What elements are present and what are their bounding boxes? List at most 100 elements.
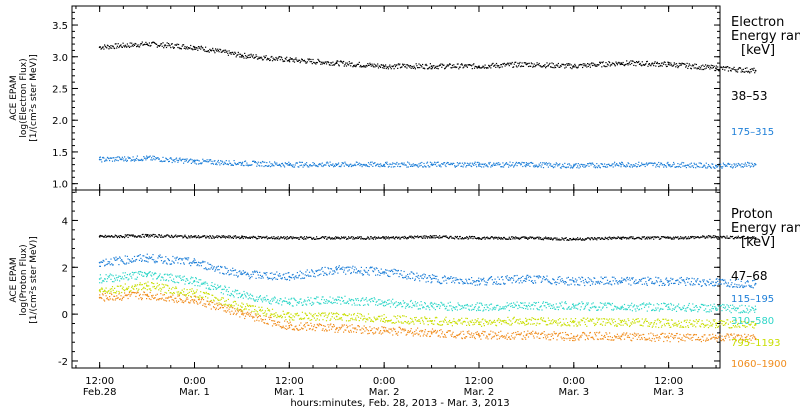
proton-sample-dot xyxy=(432,235,434,237)
electron-sample-dot xyxy=(251,55,253,57)
proton-sample-dot xyxy=(578,238,580,240)
proton-sample-dot xyxy=(232,290,234,292)
proton-sample-dot xyxy=(470,305,472,307)
electron-sample-dot xyxy=(289,57,291,59)
electron-sample-dot xyxy=(483,67,485,69)
proton-sample-dot xyxy=(208,293,210,295)
electron-sample-dot xyxy=(370,164,372,166)
proton-sample-dot xyxy=(229,305,232,307)
proton-sample-dot xyxy=(340,236,343,238)
proton-sample-dot xyxy=(673,308,675,311)
electron-sample-dot xyxy=(661,65,663,67)
electron-sample-dot xyxy=(125,45,127,47)
proton-sample-dot xyxy=(288,237,290,239)
proton-sample-dot xyxy=(372,300,375,302)
proton-sample-dot xyxy=(720,279,722,281)
proton-sample-dot xyxy=(725,309,727,311)
electron-sample-dot xyxy=(364,65,366,67)
proton-sample-dot xyxy=(358,304,360,306)
proton-sample-dot xyxy=(223,303,225,306)
proton-sample-dot xyxy=(595,238,597,240)
electron-sample-dot xyxy=(565,66,567,68)
electron-sample-dot xyxy=(332,61,334,63)
proton-sample-dot xyxy=(478,302,480,304)
electron-sample-dot xyxy=(231,51,233,54)
proton-sample-dot xyxy=(702,281,705,283)
proton-sample-dot xyxy=(559,303,562,305)
electron-sample-dot xyxy=(185,47,187,49)
proton-sample-dot xyxy=(596,239,598,241)
proton-sample-dot xyxy=(687,306,689,308)
electron-sample-dot xyxy=(258,56,260,58)
proton-sample-dot xyxy=(345,302,347,304)
proton-sample-dot xyxy=(215,236,217,238)
electron-sample-dot xyxy=(328,62,330,64)
proton-sample-dot xyxy=(623,308,625,311)
proton-sample-dot xyxy=(367,269,370,272)
electron-sample-dot xyxy=(123,45,125,47)
proton-sample-dot xyxy=(138,259,141,261)
proton-sample-dot xyxy=(729,286,731,288)
proton-sample-dot xyxy=(641,236,643,238)
electron-sample-dot xyxy=(651,162,653,164)
proton-sample-dot xyxy=(560,239,562,241)
proton-sample-dot xyxy=(718,278,720,281)
proton-sample-dot xyxy=(129,235,131,237)
proton-sample-dot xyxy=(524,237,526,239)
electron-sample-dot xyxy=(538,62,540,65)
proton-sample-dot xyxy=(698,283,700,286)
electron-sample-dot xyxy=(164,44,166,46)
electron-sample-dot xyxy=(195,47,197,49)
electron-sample-dot xyxy=(205,46,207,48)
electron-sample-dot xyxy=(687,164,690,166)
proton-sample-dot xyxy=(422,235,424,237)
proton-sample-dot xyxy=(185,295,187,297)
electron-sample-dot xyxy=(552,66,554,69)
proton-sample-dot xyxy=(734,283,736,285)
electron-sample-dot xyxy=(382,67,384,69)
electron-sample-dot xyxy=(564,67,566,69)
electron-sample-dot xyxy=(735,71,737,73)
proton-sample-dot xyxy=(111,236,114,238)
electron-sample-dot xyxy=(522,165,524,168)
proton-sample-dot xyxy=(668,284,670,286)
proton-sample-dot xyxy=(112,275,114,277)
proton-sample-dot xyxy=(190,235,192,237)
electron-sample-dot xyxy=(734,164,736,166)
electron-sample-dot xyxy=(558,164,560,166)
electron-sample-dot xyxy=(670,166,672,168)
electron-sample-dot xyxy=(611,64,613,66)
electron-sample-dot xyxy=(196,159,198,161)
proton-sample-dot xyxy=(728,237,730,239)
proton-sample-dot xyxy=(349,237,351,239)
proton-sample-dot xyxy=(193,258,195,260)
proton-sample-dot xyxy=(259,308,261,311)
electron-sample-dot xyxy=(655,62,658,64)
electron-sample-dot xyxy=(450,162,452,164)
proton-sample-dot xyxy=(626,277,628,279)
proton-sample-dot xyxy=(147,273,149,275)
electron-sample-dot xyxy=(261,59,264,61)
proton-sample-dot xyxy=(714,284,716,286)
electron-sample-dot xyxy=(498,162,500,164)
electron-sample-dot xyxy=(710,166,712,168)
electron-sample-dot xyxy=(128,46,131,48)
electron-sample-dot xyxy=(208,159,210,161)
proton-sample-dot xyxy=(413,304,415,306)
proton-sample-dot xyxy=(561,237,563,239)
proton-sample-dot xyxy=(281,301,283,303)
proton-sample-dot xyxy=(621,305,623,307)
electron-sample-dot xyxy=(175,158,177,160)
electron-sample-dot xyxy=(480,67,482,69)
proton-sample-dot xyxy=(589,307,591,309)
electron-sample-dot xyxy=(161,45,163,47)
electron-sample-dot xyxy=(458,68,460,70)
proton-sample-dot xyxy=(627,304,629,306)
proton-sample-dot xyxy=(177,275,179,277)
electron-sample-dot xyxy=(356,161,358,163)
proton-sample-dot xyxy=(237,276,239,278)
electron-sample-dot xyxy=(547,166,549,168)
electron-sample-dot xyxy=(163,160,165,162)
proton-sample-dot xyxy=(115,235,117,237)
electron-series-1-point xyxy=(667,63,670,66)
